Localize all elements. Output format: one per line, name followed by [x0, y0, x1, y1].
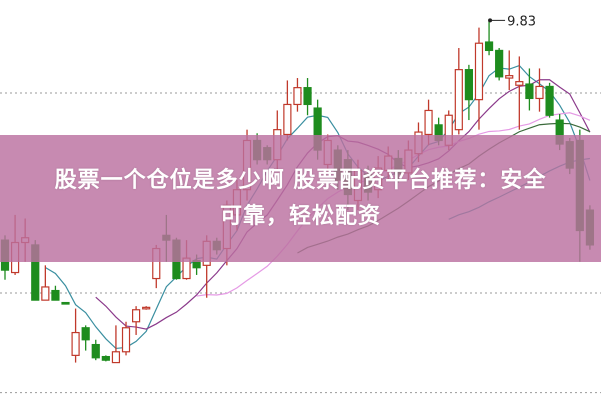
candle-body	[535, 85, 544, 100]
candle-body	[424, 109, 433, 136]
candle-body	[91, 343, 100, 359]
candle-body	[111, 351, 121, 364]
candle-body	[545, 85, 554, 116]
candle-body	[303, 87, 312, 106]
candle-body	[525, 83, 534, 100]
candle-body	[484, 41, 494, 52]
candle-body	[61, 301, 70, 305]
candle-body	[142, 306, 151, 310]
candle-body	[495, 49, 504, 78]
candle-body	[121, 327, 131, 353]
title-line-2: 可靠，轻松配资	[219, 203, 381, 229]
annotation-arrow-head	[488, 18, 493, 23]
candle-body	[81, 327, 90, 341]
candle-body	[71, 331, 80, 356]
title-banner: 股票一个仓位是多少啊 股票配资平台推荐：安全 可靠，轻松配资	[0, 135, 601, 262]
candle-body	[515, 81, 524, 86]
candle-body	[505, 75, 514, 79]
candle-body	[474, 42, 484, 101]
candle-body	[101, 355, 110, 361]
candle-body	[293, 87, 302, 106]
candle-body	[454, 69, 463, 131]
candle-body	[132, 309, 141, 323]
candle-body	[51, 289, 60, 301]
candle-body	[41, 286, 50, 301]
candle-body	[283, 103, 292, 136]
candle-body	[464, 69, 473, 101]
title-line-1: 股票一个仓位是多少啊 股票配资平台推荐：安全	[54, 167, 547, 193]
max-price-label: 9.83	[507, 14, 536, 29]
